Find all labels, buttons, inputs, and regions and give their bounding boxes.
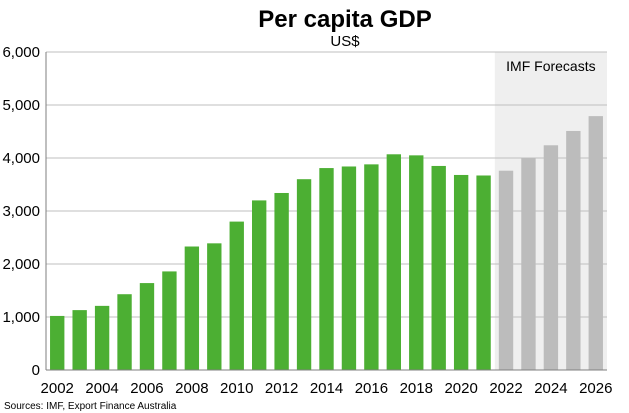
y-tick-label: 5,000 xyxy=(2,97,40,114)
x-tick-label: 2006 xyxy=(130,380,163,397)
x-tick-label: 2012 xyxy=(265,380,298,397)
x-tick-label: 2008 xyxy=(175,380,208,397)
forecast-bar xyxy=(543,145,559,370)
bar xyxy=(229,221,244,370)
x-tick-label: 2014 xyxy=(310,380,343,397)
bar xyxy=(296,179,312,370)
source-note: Sources: IMF, Export Finance Australia xyxy=(4,401,177,412)
chart-title: Per capita GDP xyxy=(258,6,431,33)
forecast-bar xyxy=(498,170,514,370)
chart-subtitle: US$ xyxy=(330,33,360,50)
bar xyxy=(139,283,155,370)
bar xyxy=(184,246,200,370)
y-tick-label: 1,000 xyxy=(2,309,40,326)
bar xyxy=(72,310,87,370)
y-tick-label: 0 xyxy=(32,362,40,379)
forecast-bar xyxy=(588,116,603,370)
bar xyxy=(162,271,177,370)
bar xyxy=(386,154,402,370)
x-tick-label: 2004 xyxy=(85,380,118,397)
bar xyxy=(431,165,446,370)
bar xyxy=(341,166,357,370)
x-tick-label: 2010 xyxy=(220,380,253,397)
forecast-bar xyxy=(566,130,581,370)
forecast-label: IMF Forecasts xyxy=(506,58,595,74)
x-tick-label: 2026 xyxy=(579,380,612,397)
bar xyxy=(274,192,289,370)
bar xyxy=(476,175,491,370)
y-tick-label: 2,000 xyxy=(2,256,40,273)
forecast-bar xyxy=(521,158,536,370)
bar xyxy=(94,305,110,370)
y-tick-label: 6,000 xyxy=(2,44,40,61)
y-tick-label: 4,000 xyxy=(2,150,40,167)
bar xyxy=(50,315,65,370)
bar xyxy=(453,174,469,370)
bar xyxy=(207,243,222,370)
bar xyxy=(117,294,132,370)
x-tick-label: 2020 xyxy=(444,380,477,397)
x-tick-label: 2016 xyxy=(355,380,388,397)
bar xyxy=(409,155,424,370)
bar xyxy=(251,200,267,370)
x-tick-label: 2018 xyxy=(400,380,433,397)
bar xyxy=(319,168,334,370)
x-tick-label: 2022 xyxy=(489,380,522,397)
x-tick-label: 2024 xyxy=(534,380,567,397)
y-tick-label: 3,000 xyxy=(2,203,40,220)
bar xyxy=(364,164,379,370)
x-tick-label: 2002 xyxy=(41,380,74,397)
